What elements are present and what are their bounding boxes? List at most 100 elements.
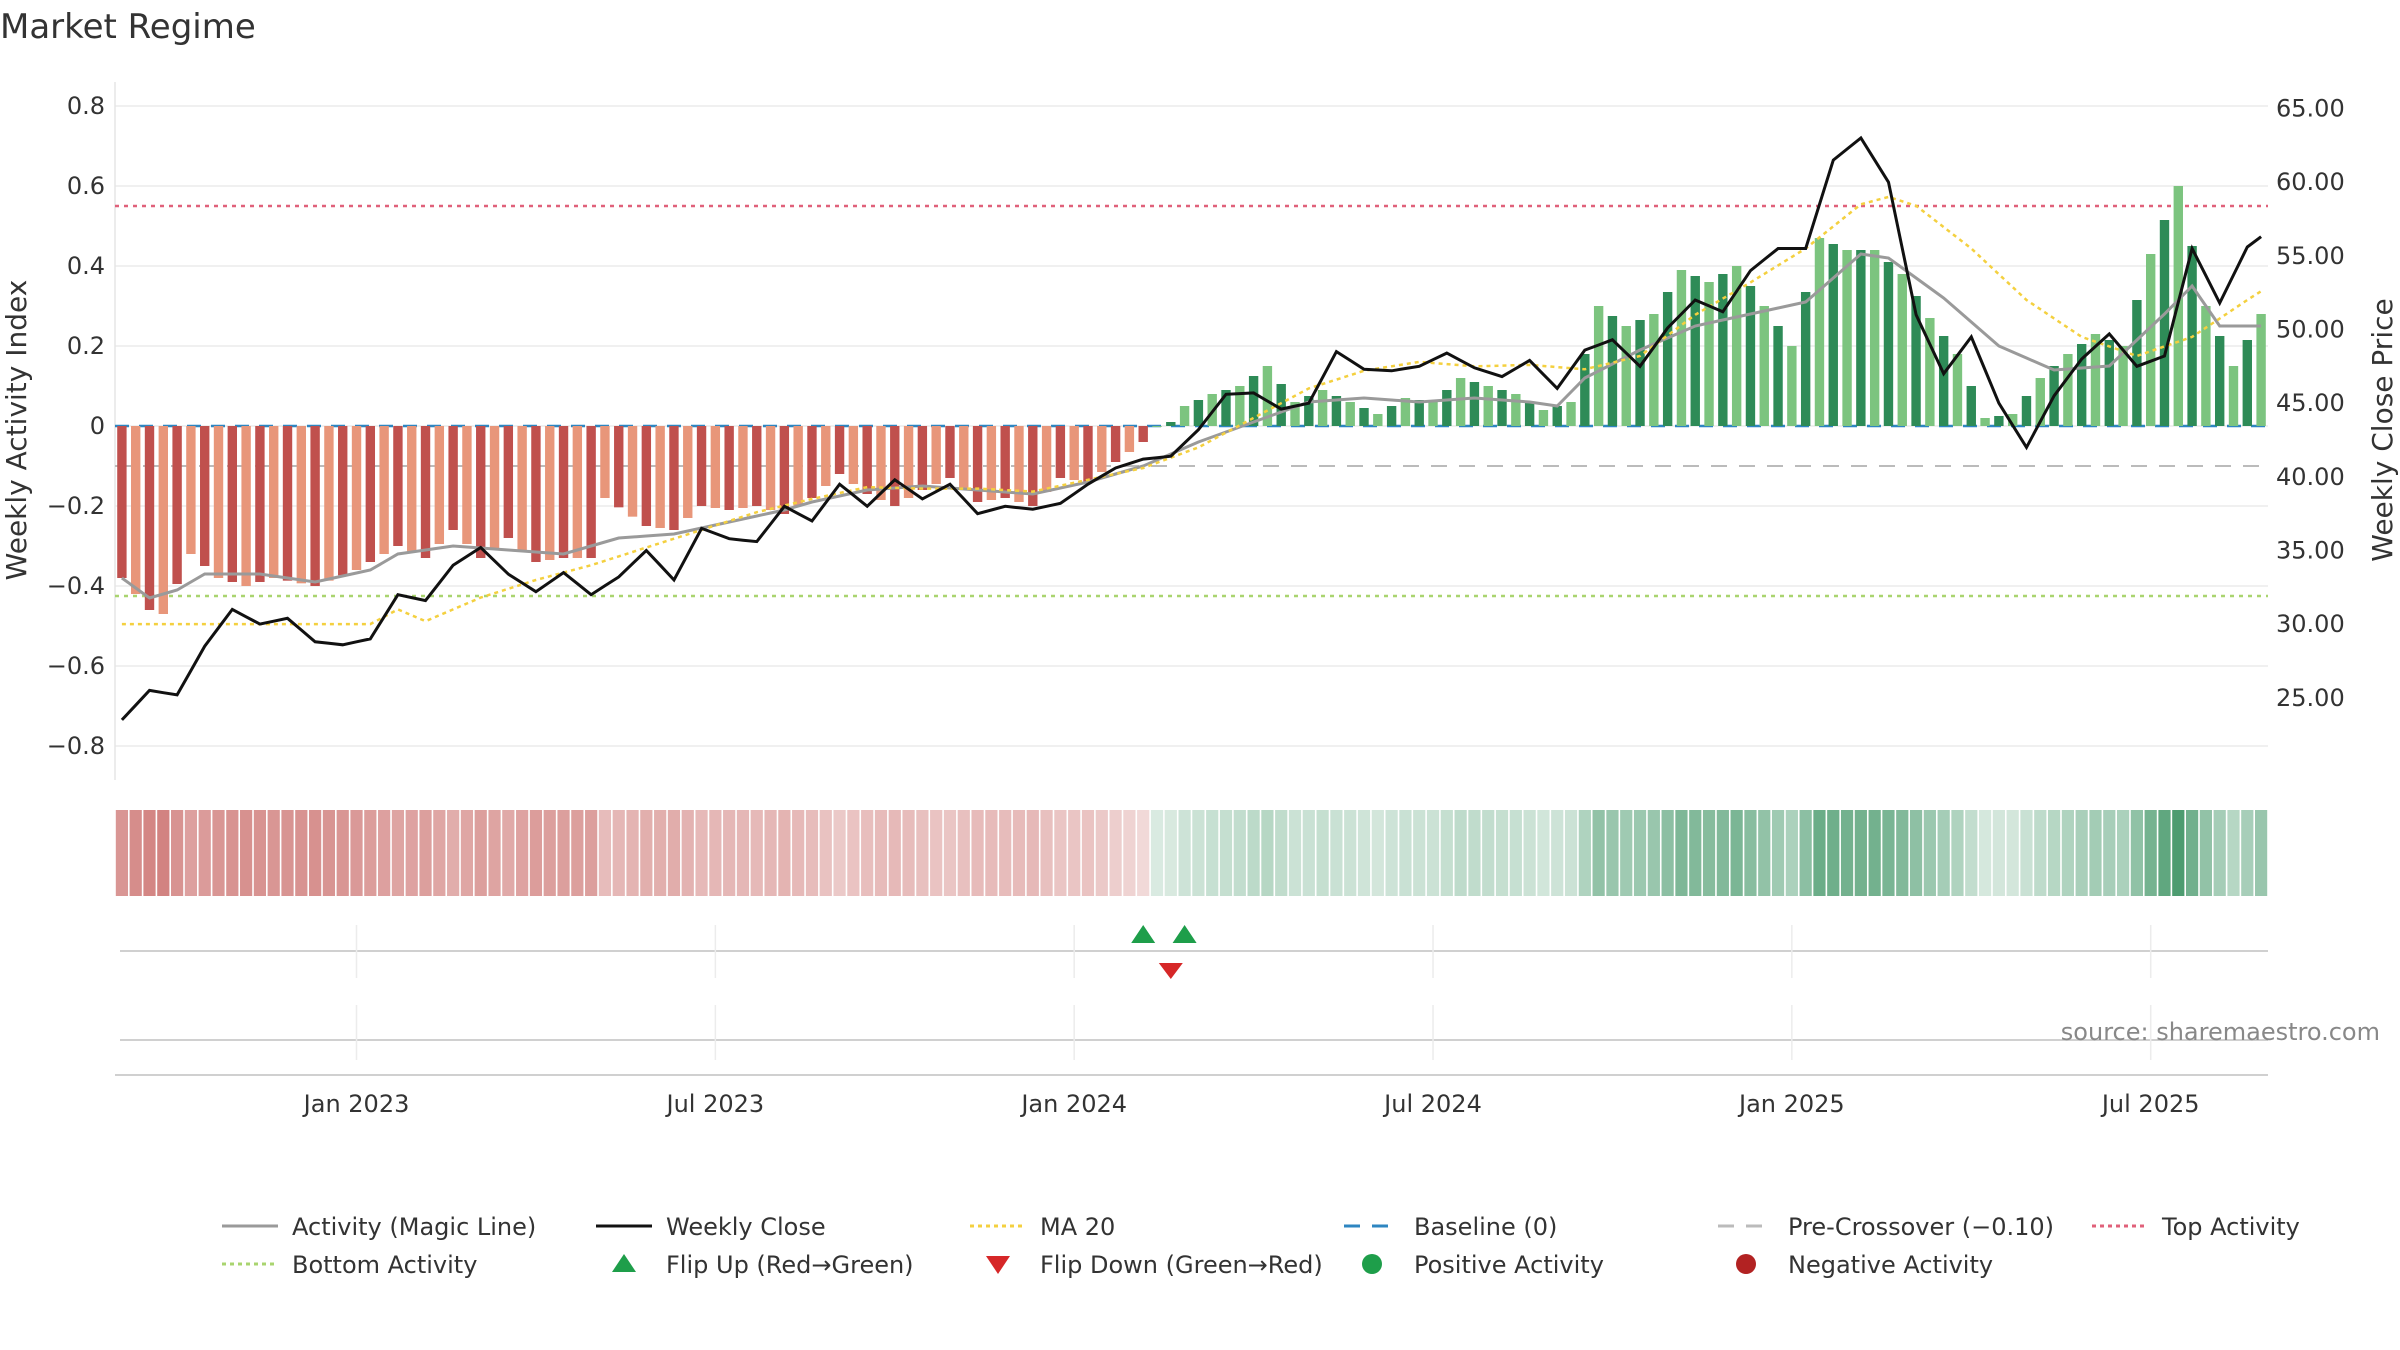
- activity-bar: [1359, 408, 1369, 426]
- activity-bar: [241, 426, 251, 586]
- x-tick-label: Jul 2024: [1382, 1090, 1482, 1118]
- y-axis-right-label: Weekly Close Price: [2366, 298, 2399, 561]
- activity-bar: [1124, 426, 1135, 452]
- reference-lines: [115, 204, 2268, 598]
- regime-cell: [1026, 810, 1039, 896]
- activity-bar: [1028, 426, 1038, 506]
- activity-bar: [1621, 326, 1631, 426]
- regime-cell: [1771, 810, 1785, 896]
- activity-bar: [131, 426, 141, 594]
- legend-label: Flip Up (Red→Green): [666, 1251, 914, 1279]
- activity-bar: [931, 426, 941, 484]
- activity-bar: [1704, 282, 1714, 426]
- activity-bar: [489, 426, 500, 548]
- regime-cell: [1247, 810, 1260, 896]
- regime-cell: [322, 810, 336, 896]
- activity-bar: [1787, 346, 1797, 426]
- legend-label: Weekly Close: [666, 1213, 826, 1241]
- regime-cell: [2089, 810, 2102, 896]
- activity-bar: [296, 426, 307, 584]
- y-right-tick-label: 55.00: [2276, 242, 2345, 270]
- regime-cell: [819, 810, 832, 896]
- regime-cell: [1702, 810, 1716, 896]
- y-right-tick-label: 25.00: [2276, 684, 2345, 712]
- regime-cell: [2006, 810, 2019, 896]
- regime-cell: [1440, 810, 1453, 896]
- chart-title: Market Regime: [0, 7, 256, 47]
- regime-cell: [1109, 810, 1122, 896]
- regime-cell: [1965, 810, 1978, 896]
- activity-bar: [696, 426, 707, 506]
- activity-bar: [1304, 396, 1314, 426]
- regime-cell: [1744, 810, 1757, 896]
- regime-cell: [1330, 810, 1343, 896]
- regime-cell: [764, 810, 777, 896]
- activity-bar: [448, 426, 458, 530]
- activity-bar: [1262, 366, 1273, 426]
- activity-bar: [462, 426, 472, 544]
- regime-cell: [212, 810, 225, 896]
- regime-cell: [1689, 810, 1702, 896]
- activity-bar: [269, 426, 279, 578]
- regime-cell: [612, 810, 625, 896]
- legend-label: MA 20: [1040, 1213, 1115, 1241]
- regime-cell: [833, 810, 846, 896]
- y-axis-left-label: Weekly Activity Index: [0, 280, 33, 581]
- activity-bar: [1842, 250, 1852, 426]
- legend-label: Top Activity: [2161, 1213, 2300, 1241]
- activity-bar: [1635, 320, 1645, 426]
- activity-bar: [1731, 266, 1742, 426]
- regime-cell: [2103, 810, 2116, 896]
- regime-strip: [115, 810, 2268, 896]
- regime-cell: [2254, 810, 2268, 896]
- regime-cell: [1192, 810, 1205, 896]
- regime-cell: [874, 810, 888, 896]
- regime-cell: [447, 810, 460, 896]
- activity-bar: [503, 426, 514, 538]
- activity-bar: [1083, 426, 1093, 482]
- activity-bar: [1138, 426, 1148, 442]
- regime-cell: [1675, 810, 1688, 896]
- regime-cell: [1951, 810, 1964, 896]
- regime-cell: [1937, 810, 1950, 896]
- legend-label: Activity (Magic Line): [292, 1213, 536, 1241]
- activity-bar: [1317, 390, 1328, 426]
- activity-bar: [1759, 306, 1769, 426]
- activity-bar: [158, 426, 168, 614]
- regime-cell: [1827, 810, 1840, 896]
- regime-cell: [805, 810, 819, 896]
- activity-bar: [200, 426, 210, 566]
- regime-cell: [529, 810, 543, 896]
- activity-bar: [365, 426, 376, 562]
- regime-cell: [1813, 810, 1826, 896]
- regime-cell: [1606, 810, 1619, 896]
- activity-bar: [627, 426, 638, 517]
- activity-bar: [848, 426, 859, 484]
- activity-bar: [614, 426, 624, 508]
- regime-cell: [1620, 810, 1633, 896]
- regime-cell: [1316, 810, 1329, 896]
- activity-bar: [117, 426, 127, 578]
- flip-down-marker: [1158, 963, 1183, 979]
- regime-cell: [1233, 810, 1246, 896]
- regime-cell: [1564, 810, 1578, 896]
- activity-bar: [1414, 400, 1424, 426]
- legend-circle-icon: [1736, 1254, 1756, 1274]
- regime-cell: [1785, 810, 1798, 896]
- regime-cell: [1799, 810, 1812, 896]
- x-tick-label: Jan 2023: [302, 1090, 410, 1118]
- regime-cell: [999, 810, 1012, 896]
- regime-cell: [957, 810, 970, 896]
- regime-cell: [336, 810, 349, 896]
- activity-bar: [2228, 366, 2239, 426]
- regime-cell: [1178, 810, 1191, 896]
- regime-cell: [861, 810, 874, 896]
- activity-bar: [1883, 262, 1894, 426]
- regime-cell: [971, 810, 984, 896]
- activity-bar: [1649, 314, 1659, 426]
- regime-cell: [1909, 810, 1923, 896]
- regime-cell: [2241, 810, 2254, 896]
- x-tick-label: Jul 2025: [2100, 1090, 2200, 1118]
- regime-cell: [681, 810, 694, 896]
- regime-cell: [1495, 810, 1509, 896]
